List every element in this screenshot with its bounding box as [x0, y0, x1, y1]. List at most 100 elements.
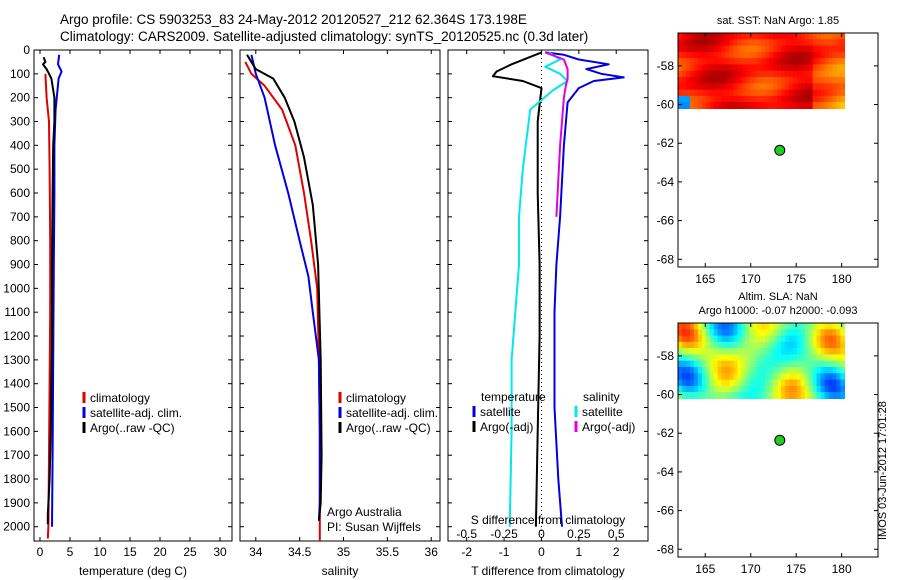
sst-map-cell: [685, 77, 691, 84]
sst-map-cell: [757, 89, 762, 97]
sst-map-cell: [717, 45, 723, 53]
sst-map-cell: [741, 39, 746, 47]
sst-map-cell: [713, 45, 719, 53]
sst-map-cell: [792, 77, 798, 84]
sst-map-cell: [773, 39, 778, 47]
sst-map-cell: [685, 95, 691, 103]
sst-map-cell: [753, 102, 758, 109]
sst-map-cell: [808, 58, 814, 65]
sst-map-cell: [713, 51, 719, 59]
sst-map-cell: [701, 102, 707, 109]
sla-map-cell: [773, 385, 778, 393]
sst-map-cell: [761, 64, 766, 72]
sla-map-cell: [816, 348, 822, 355]
sla-map-cell: [717, 354, 723, 362]
sst-map-cell: [804, 102, 810, 109]
sla-map-argo-marker: [774, 434, 786, 446]
sla-map-cell: [721, 373, 727, 381]
sst-map-cell: [733, 45, 739, 53]
sla-map-cell: [733, 379, 739, 387]
sst-map-cell: [717, 33, 723, 40]
sst-map-cell: [840, 89, 845, 97]
sla-map-cell: [765, 335, 770, 343]
sla-map-cell: [840, 392, 845, 399]
sst-map-cell: [697, 64, 703, 72]
sst-map-cell: [721, 58, 727, 65]
sst-map-cell: [784, 64, 790, 72]
sla-map-cell: [828, 385, 834, 393]
sla-map-cell: [781, 323, 786, 330]
sla-map-cell: [717, 335, 723, 343]
sla-map-cell: [697, 335, 703, 343]
sla-map-cell: [697, 373, 703, 381]
sla-map-cell: [717, 341, 723, 349]
sla-map-cell: [733, 354, 739, 362]
sla-map-cell: [784, 348, 790, 355]
sla-map-cell: [705, 373, 711, 381]
sla-map-cell: [796, 385, 802, 393]
sla-map-cell: [693, 341, 699, 349]
sla-map-cell: [745, 379, 750, 387]
sst-map-cell: [745, 45, 750, 53]
sst-map-cell: [717, 95, 723, 103]
sst-map-cell: [725, 58, 731, 65]
sla-map-cell: [685, 348, 691, 355]
sla-map-cell: [705, 354, 711, 362]
sst-map-cell: [773, 83, 778, 91]
sla-map-cell: [709, 335, 715, 343]
sst-map-cell: [749, 51, 754, 59]
sla-map-cell: [717, 379, 723, 387]
sla-map-cell: [777, 379, 782, 387]
sst-map-cell: [781, 102, 786, 109]
sla-map-cell: [812, 323, 818, 330]
sla-map-cell: [773, 379, 778, 387]
sst-map-cell: [828, 95, 834, 103]
temperature-panel-ytick-label: 1700: [3, 448, 30, 462]
sla-map-cell: [713, 323, 719, 330]
sla-map-cell: [765, 323, 770, 330]
sla-map-cell: [733, 341, 739, 349]
sla-map-cell: [828, 341, 834, 349]
sla-map-cell: [812, 373, 818, 381]
sst-map-cell: [733, 33, 739, 40]
sst-map-cell: [682, 58, 687, 65]
sla-map-cell: [836, 385, 841, 393]
sla-map-cell: [800, 373, 806, 381]
sla-map-cell: [709, 392, 715, 399]
sst-map-cell: [705, 45, 711, 53]
sst-map-cell: [800, 64, 806, 72]
sla-map-cell: [820, 392, 826, 399]
sla-map-cell: [773, 392, 778, 399]
sst-map-cell: [725, 51, 731, 59]
sst-map-cell: [828, 45, 834, 53]
sst-map-cell: [697, 102, 703, 109]
sst-map-ytick-label: -64: [657, 175, 675, 189]
sst-map-cell: [765, 51, 770, 59]
sst-map-cell: [836, 39, 841, 47]
sst-map-cell: [765, 70, 770, 78]
sla-map-cell: [800, 385, 806, 393]
sla-map-cell: [777, 329, 782, 337]
sla-map-cell: [777, 341, 782, 349]
sst-map-cell: [832, 83, 838, 91]
sla-map-cell: [788, 392, 794, 399]
sst-map-cell: [685, 102, 691, 109]
sst-map-cell: [800, 33, 806, 40]
sst-map-cell: [697, 89, 703, 97]
sst-map-cell: [840, 83, 845, 91]
sla-map-cell: [725, 373, 731, 381]
sst-map-cell: [697, 83, 703, 91]
sst-map-cell: [682, 89, 687, 97]
sla-map-cell: [769, 354, 774, 362]
sst-map-cell: [753, 58, 758, 65]
sla-map-cell: [816, 329, 822, 337]
sla-map-cell: [717, 348, 723, 355]
sla-map-cell: [749, 348, 754, 355]
sst-map-cell: [729, 39, 735, 47]
sst-map-cell: [832, 70, 838, 78]
sla-map-cell: [753, 373, 758, 381]
sla-map-cell: [733, 385, 739, 393]
sla-map-cell: [678, 335, 683, 343]
sst-map-cell: [796, 77, 802, 84]
